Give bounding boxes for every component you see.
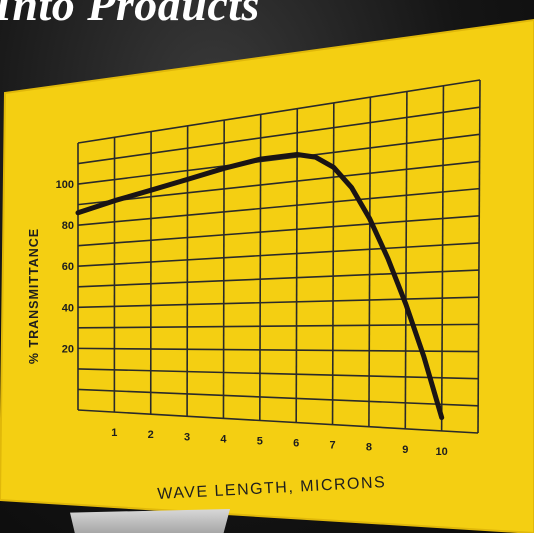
y-tick-label: 20 [62, 343, 74, 355]
y-tick-labels: 20 40 60 80 100 [56, 179, 74, 355]
grid-line-horizontal [77, 368, 479, 380]
grid-line-vertical [295, 108, 299, 423]
headline: Into Products [0, 0, 260, 30]
transmittance-curve [75, 152, 445, 421]
x-tick-label: 1 [111, 427, 117, 439]
grid-line-vertical [331, 102, 335, 425]
x-tick-label: 2 [148, 429, 154, 441]
x-tick-labels: 1 2 3 4 5 6 7 8 9 10 [111, 427, 447, 458]
x-tick-label: 9 [402, 444, 408, 456]
grid-line-vertical [440, 85, 445, 431]
grid-line-vertical [477, 79, 481, 434]
grid-line-horizontal [77, 347, 479, 353]
grid-line-horizontal [77, 409, 479, 434]
grid-line-horizontal [77, 106, 480, 165]
y-tick-label: 80 [62, 220, 74, 232]
grid-line-horizontal [77, 388, 479, 407]
x-tick-label: 5 [257, 435, 263, 447]
grid-line-horizontal [77, 187, 480, 226]
y-tick-label: 100 [56, 179, 74, 191]
y-axis-label: % TRANSMITTANCE [27, 228, 41, 364]
y-tick-label: 60 [62, 261, 74, 273]
grid-line-horizontal [77, 296, 479, 309]
grid-line-horizontal [77, 242, 480, 268]
y-tick-label: 40 [62, 302, 74, 314]
x-tick-label: 4 [220, 433, 227, 445]
grid-line-vertical [222, 120, 225, 419]
x-tick-label: 10 [436, 446, 448, 458]
grid-line-horizontal [77, 160, 480, 206]
grid-line-vertical [404, 91, 408, 429]
x-tick-label: 3 [184, 431, 190, 443]
grid-line-horizontal [77, 214, 480, 247]
grid-line-horizontal [77, 269, 479, 288]
grid-line-vertical [368, 97, 372, 427]
chart-board [0, 18, 534, 533]
display-stand [70, 509, 230, 533]
x-tick-label: 8 [366, 442, 372, 454]
grid-line-vertical [186, 125, 189, 417]
grid-line-horizontal [77, 79, 481, 144]
x-tick-label: 7 [329, 440, 335, 452]
grid-line-vertical [259, 114, 262, 421]
x-tick-label: 6 [293, 438, 299, 450]
